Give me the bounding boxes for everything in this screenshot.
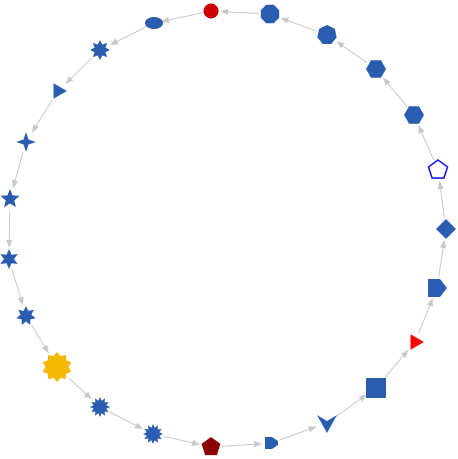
edge-n19-to-n20 [383,77,408,107]
edge-layer [6,8,447,448]
node-n13-vee [317,415,337,433]
node-n6-star6 [0,249,18,269]
node-n5-star5 [0,189,20,208]
node-n22-octagon [260,4,280,24]
edge-n6-to-n7 [11,269,24,306]
edge-n7-to-n8 [31,325,49,354]
node-n10-star12 [143,424,163,444]
node-n17-diamond [436,219,456,239]
node-n1-ellipse [145,17,163,29]
edge-n9-to-n10 [109,411,144,430]
edge-n10-to-n11 [163,435,201,446]
edge-n17-to-n18 [437,181,445,219]
node-n8-star10 [42,352,72,382]
edge-n8-to-n9 [68,377,92,400]
edge-n12-to-n13 [279,426,317,441]
edge-n21-to-n22 [280,17,317,32]
node-n0-circle [202,2,220,20]
edge-n2-to-n3 [65,57,93,84]
edge-n16-to-n17 [438,240,447,278]
edge-n13-to-n14 [335,394,367,418]
edge-n14-to-n15 [382,349,409,380]
edge-n1-to-n2 [109,25,148,46]
edge-n4-to-n5 [12,152,24,189]
node-n7-star7 [16,306,36,325]
edge-n15-to-n16 [418,298,433,333]
edge-n22-to-n0 [220,8,260,16]
node-n9-star12 [90,397,110,417]
node-n16-house [428,279,447,297]
edge-n5-to-n6 [6,209,13,248]
node-n18-pentagon [427,159,449,179]
node-n19-hexagon [404,106,424,124]
node-n11-pentagon [201,437,221,456]
edge-n18-to-n19 [418,125,435,161]
node-n4-star4 [16,132,36,152]
node-n20-hexagon [366,60,386,78]
edge-n11-to-n12 [221,440,262,448]
node-n14-square [366,378,386,398]
node-n12-dshape [265,437,278,449]
edge-n3-to-n4 [31,99,54,133]
node-n3-triangle [53,83,67,99]
node-n21-heptagon [317,25,337,44]
node-n15-triangle [410,334,424,350]
edge-n0-to-n1 [161,12,203,24]
edge-n20-to-n21 [336,41,368,64]
node-n2-star8 [90,40,110,60]
